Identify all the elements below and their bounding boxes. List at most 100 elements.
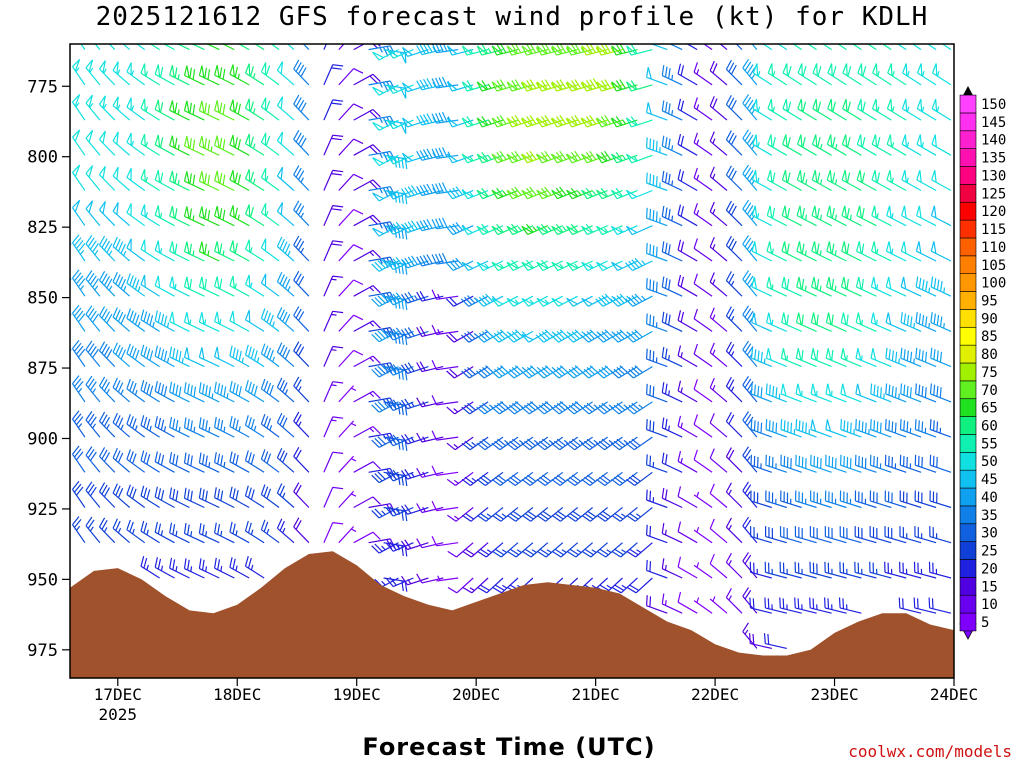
wind-barb	[693, 597, 713, 614]
y-tick-label: 900	[27, 429, 58, 449]
wind-barb	[198, 558, 220, 579]
wind-barb	[70, 48, 71, 50]
wind-barb	[661, 382, 683, 403]
wind-barb	[260, 519, 280, 544]
wind-barb	[353, 320, 381, 332]
wind-barb	[521, 115, 548, 128]
wind-barb	[229, 64, 250, 86]
wind-barb	[766, 276, 788, 297]
wind-barb	[899, 454, 922, 473]
site-credit[interactable]: coolwx.com/models	[848, 742, 1012, 761]
wind-barb	[750, 526, 772, 544]
wind-barb	[140, 204, 160, 227]
wind-barb	[581, 150, 608, 164]
wind-barb	[436, 575, 459, 582]
wind-barb	[169, 241, 190, 262]
wind-barb	[677, 521, 698, 544]
wind-barb	[386, 469, 414, 482]
wind-barb	[126, 343, 146, 368]
wind-barb	[725, 376, 743, 403]
chart-title: 2025121612 GFS forecast wind profile (kt…	[95, 2, 929, 32]
wind-barb	[338, 385, 357, 403]
wind-barb	[126, 168, 146, 191]
wind-barb	[476, 260, 504, 272]
wind-barb	[767, 134, 788, 156]
wind-barb	[725, 165, 743, 191]
wind-barb	[416, 148, 444, 161]
wind-barb	[626, 542, 653, 558]
wind-barb	[461, 436, 489, 451]
wind-barb	[98, 271, 116, 297]
wind-barb	[229, 205, 250, 227]
wind-barb	[810, 490, 832, 509]
wind-barb	[401, 152, 429, 163]
wind-barb	[371, 506, 399, 519]
wind-barb	[372, 84, 399, 96]
wind-barb	[646, 172, 668, 192]
wind-barb	[677, 486, 698, 509]
wind-barb	[626, 507, 653, 522]
wind-barb	[840, 454, 862, 473]
wind-barb	[795, 419, 817, 438]
wind-barb	[491, 260, 519, 272]
wind-barb	[646, 207, 668, 227]
wind-barb	[742, 552, 758, 579]
wind-barb	[431, 182, 459, 195]
wind-barb	[646, 313, 668, 332]
wind-barb	[140, 63, 160, 86]
wind-barb	[854, 490, 877, 509]
wind-barb	[742, 516, 758, 544]
wind-barb	[276, 271, 295, 297]
colorbar-label: 110	[981, 240, 1006, 256]
wind-barb	[446, 401, 474, 415]
wind-barb	[183, 312, 205, 332]
wind-barb	[323, 381, 344, 403]
wind-barb	[809, 526, 832, 544]
wind-barb	[930, 241, 952, 262]
wind-barb	[72, 199, 86, 227]
wind-barb	[693, 167, 713, 191]
wind-barb	[416, 78, 444, 91]
wind-barb	[596, 471, 623, 486]
wind-barb	[401, 117, 429, 128]
wind-barb	[401, 255, 429, 269]
wind-barb	[693, 238, 713, 262]
wind-barb	[551, 436, 579, 451]
wind-barb	[839, 526, 862, 544]
wind-barb	[810, 419, 832, 438]
wind-barb	[725, 447, 743, 473]
wind-barb	[99, 60, 116, 86]
wind-barb	[841, 134, 862, 156]
wind-barb	[214, 205, 235, 227]
wind-barb	[491, 187, 519, 200]
colorbar-swatch	[959, 452, 977, 471]
wind-barb	[725, 341, 743, 368]
wind-barb	[886, 134, 907, 156]
wind-barb	[461, 260, 489, 272]
wind-barb	[899, 419, 922, 438]
wind-barb	[725, 271, 743, 297]
wind-barb	[260, 97, 280, 121]
wind-barb	[491, 44, 519, 56]
wind-barb	[244, 63, 265, 86]
wind-barb	[293, 517, 310, 544]
wind-barb	[565, 400, 593, 415]
wind-barb	[169, 276, 190, 297]
colorbar-label: 10	[981, 597, 998, 613]
wind-barb	[126, 449, 146, 473]
wind-barb	[782, 98, 803, 121]
wind-barb	[98, 306, 116, 332]
wind-barb	[866, 44, 877, 51]
wind-barb	[926, 44, 937, 51]
colorbar-label: 5	[981, 615, 989, 631]
wind-barb	[244, 379, 265, 403]
wind-barb	[244, 520, 265, 544]
colorbar-label: 25	[981, 544, 998, 560]
wind-barb	[742, 411, 758, 438]
wind-barb	[72, 129, 86, 156]
wind-barb	[276, 202, 295, 227]
wind-barb	[154, 345, 175, 368]
wind-barb	[140, 485, 160, 509]
wind-barb	[742, 270, 758, 297]
wind-barb	[244, 556, 265, 579]
